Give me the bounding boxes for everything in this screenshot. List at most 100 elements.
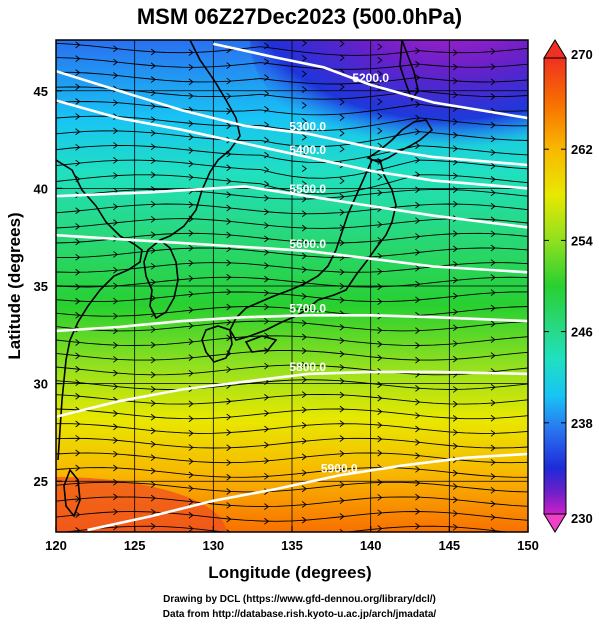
wind-arrowhead xyxy=(264,151,270,159)
wind-arrowhead xyxy=(264,74,270,82)
wind-arrowhead xyxy=(150,215,156,223)
wind-arrowhead xyxy=(75,420,81,428)
wind-arrowhead xyxy=(226,92,232,100)
wind-arrowhead xyxy=(452,145,458,152)
streamline xyxy=(56,291,528,303)
x-tick-label: 130 xyxy=(202,538,224,553)
wind-arrowhead xyxy=(188,120,194,127)
wind-arrowhead xyxy=(339,193,345,201)
wind-arrowhead xyxy=(226,231,232,239)
wind-arrowhead xyxy=(452,292,458,300)
wind-arrowhead xyxy=(150,247,156,254)
wind-arrowhead xyxy=(188,275,194,282)
wind-arrowhead xyxy=(301,40,307,47)
wind-arrowhead xyxy=(301,361,307,369)
wind-arrowhead xyxy=(188,429,194,437)
wind-arrowhead xyxy=(452,186,458,194)
wind-arrowhead xyxy=(264,362,270,370)
streamline xyxy=(56,511,528,522)
wind-arrowhead xyxy=(339,465,345,473)
wind-arrowhead xyxy=(490,429,496,437)
wind-arrowhead xyxy=(415,74,421,81)
wind-arrowhead xyxy=(301,195,307,203)
wind-arrowhead xyxy=(301,421,307,429)
wind-arrowhead xyxy=(264,194,270,202)
colorbar-ticks: 270 262 254 246 238 230 xyxy=(544,47,593,526)
wind-arrowhead xyxy=(301,347,307,355)
wind-arrowhead xyxy=(150,143,156,151)
wind-arrowhead xyxy=(150,231,156,239)
contour-line xyxy=(56,185,528,229)
wind-arrowhead xyxy=(452,442,458,450)
wind-arrowhead xyxy=(188,133,194,141)
wind-arrowhead xyxy=(490,513,496,521)
wind-arrowhead xyxy=(415,280,421,288)
wind-arrowhead xyxy=(150,76,156,83)
wind-arrowhead xyxy=(415,156,421,164)
wind-arrowhead xyxy=(150,522,156,530)
streamline xyxy=(56,423,528,434)
streamline xyxy=(56,467,528,478)
wind-arrowhead xyxy=(150,89,156,97)
wind-arrowhead xyxy=(150,294,156,302)
contour-label: 5400.0 xyxy=(289,143,326,157)
wind-arrowhead xyxy=(452,496,458,504)
wind-arrowhead xyxy=(490,459,496,466)
wind-arrowhead xyxy=(264,441,270,449)
wind-arrowhead xyxy=(415,508,421,515)
wind-arrowhead xyxy=(113,437,119,444)
wind-arrowhead xyxy=(415,101,421,108)
wind-arrowhead xyxy=(377,408,383,415)
wind-arrowhead xyxy=(377,127,383,135)
wind-arrowhead xyxy=(490,162,496,170)
wind-arrowhead xyxy=(415,128,421,136)
wind-arrowhead xyxy=(264,503,270,510)
wind-arrowhead xyxy=(150,116,156,124)
wind-arrowhead xyxy=(264,409,270,417)
wind-arrowhead xyxy=(226,62,232,69)
wind-arrowhead xyxy=(452,230,458,237)
contour-label: 5600.0 xyxy=(289,237,326,251)
wind-arrowhead xyxy=(264,105,270,113)
wind-arrowhead xyxy=(150,341,156,349)
y-tick-label: 45 xyxy=(34,84,48,99)
wind-arrowhead xyxy=(339,209,345,216)
wind-arrowhead xyxy=(75,268,81,276)
wind-arrowhead xyxy=(452,510,458,517)
wind-arrowhead xyxy=(339,177,345,185)
wind-arrowhead xyxy=(264,347,270,355)
streamline xyxy=(56,364,528,376)
wind-arrowhead xyxy=(377,381,383,389)
wind-arrowhead xyxy=(452,245,458,253)
wind-arrowhead xyxy=(188,92,194,100)
wind-arrowhead xyxy=(490,500,496,508)
wind-arrowhead xyxy=(264,121,270,129)
wind-arrowhead xyxy=(113,508,119,516)
wind-arrowhead xyxy=(226,488,232,495)
streamline xyxy=(56,232,528,244)
wind-arrowhead xyxy=(264,90,270,97)
wind-arrowhead xyxy=(264,262,270,269)
wind-arrowhead xyxy=(490,383,496,391)
wind-arrowhead xyxy=(301,210,307,218)
wind-arrowhead xyxy=(339,296,345,304)
wind-arrowhead xyxy=(264,317,270,325)
wind-arrowhead xyxy=(301,469,307,477)
wind-arrowhead xyxy=(113,282,119,290)
streamline xyxy=(56,393,528,405)
wind-arrowhead xyxy=(150,508,156,516)
streamline xyxy=(56,57,528,70)
wind-arrowhead xyxy=(377,298,383,305)
wind-arrowhead xyxy=(415,217,421,225)
wind-arrowhead xyxy=(452,276,458,284)
wind-arrowhead xyxy=(339,129,345,137)
wind-arrowhead xyxy=(415,327,421,334)
wind-arrowhead xyxy=(301,102,307,109)
x-tick-label: 125 xyxy=(124,538,146,553)
wind-arrowhead xyxy=(452,483,458,490)
wind-arrowhead xyxy=(226,218,232,225)
wind-arrowhead xyxy=(113,58,119,66)
x-tick-label: 120 xyxy=(45,538,67,553)
streamline xyxy=(56,144,528,163)
wind-arrowhead xyxy=(339,282,345,290)
